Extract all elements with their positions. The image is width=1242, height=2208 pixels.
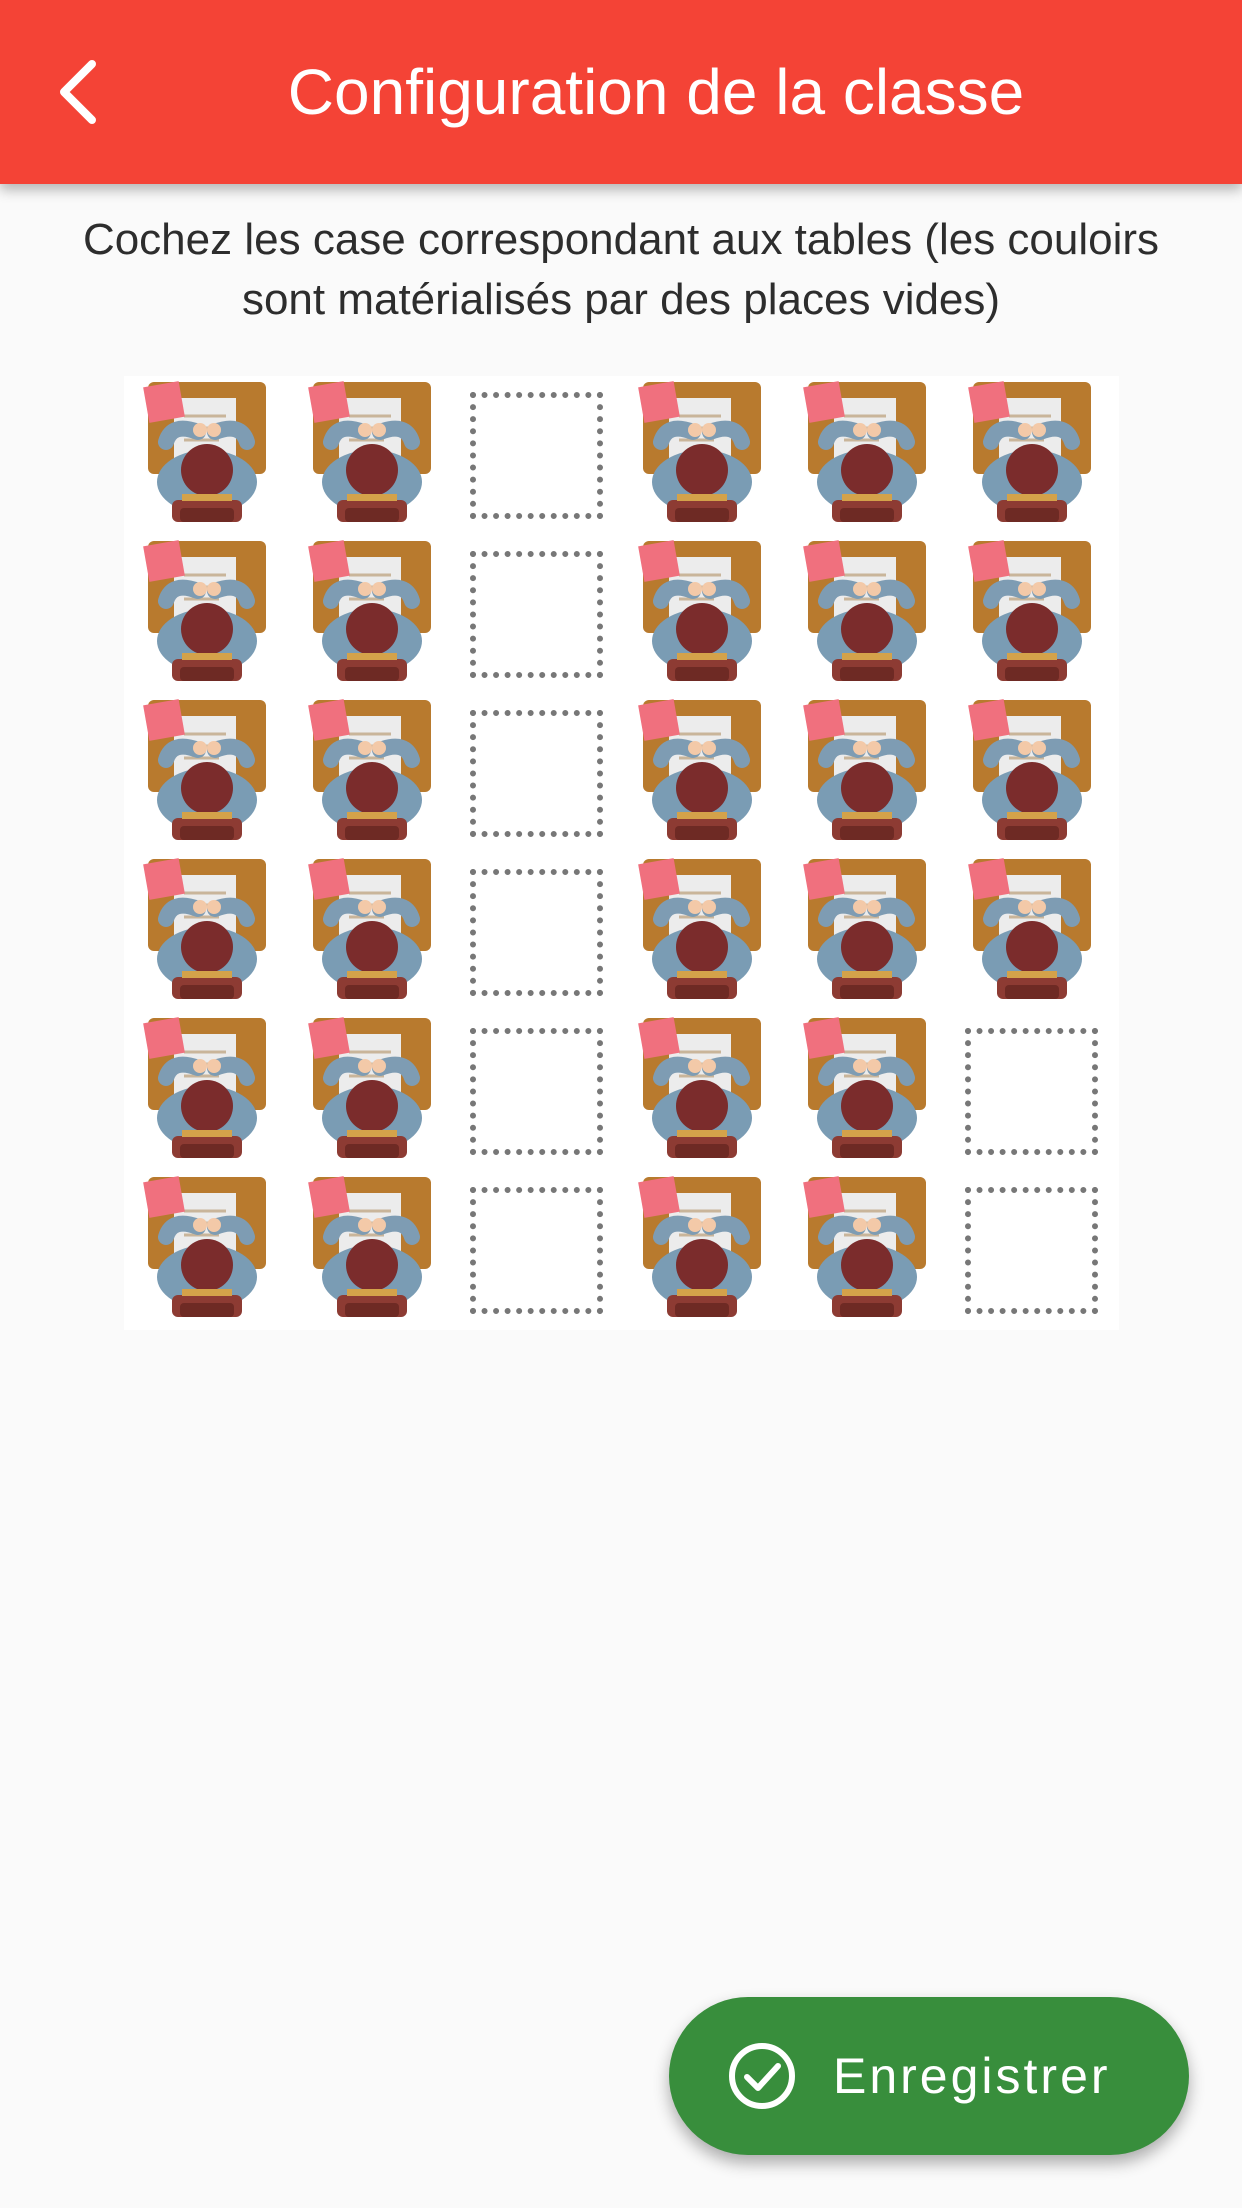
seat-cell-desk[interactable] <box>784 853 949 1012</box>
save-button-label: Enregistrer <box>833 2048 1111 2104</box>
empty-slot-icon <box>965 1028 1098 1155</box>
seat-cell-desk[interactable] <box>124 535 289 694</box>
save-button[interactable]: Enregistrer <box>669 1997 1189 2155</box>
student-desk-icon <box>619 694 784 853</box>
seat-cell-empty[interactable] <box>454 1171 619 1330</box>
student-desk-icon <box>124 1171 289 1330</box>
student-desk-icon <box>124 853 289 1012</box>
seat-cell-desk[interactable] <box>124 1171 289 1330</box>
empty-slot-icon <box>470 869 603 996</box>
student-desk-icon <box>289 1012 454 1171</box>
instructions-text: Cochez les case correspondant aux tables… <box>82 215 1160 324</box>
seat-cell-desk[interactable] <box>784 376 949 535</box>
check-circle-icon <box>727 2041 797 2111</box>
seat-cell-desk[interactable] <box>124 376 289 535</box>
seat-cell-desk[interactable] <box>289 694 454 853</box>
seat-cell-desk[interactable] <box>949 853 1114 1012</box>
student-desk-icon <box>784 694 949 853</box>
seat-cell-desk[interactable] <box>619 694 784 853</box>
empty-slot-icon <box>470 1187 603 1314</box>
empty-slot-icon <box>965 1187 1098 1314</box>
student-desk-icon <box>784 535 949 694</box>
student-desk-icon <box>289 535 454 694</box>
seat-cell-desk[interactable] <box>619 376 784 535</box>
student-desk-icon <box>619 853 784 1012</box>
student-desk-icon <box>619 535 784 694</box>
student-desk-icon <box>784 1012 949 1171</box>
student-desk-icon <box>124 1012 289 1171</box>
student-desk-icon <box>949 535 1114 694</box>
seat-cell-desk[interactable] <box>949 376 1114 535</box>
student-desk-icon <box>289 376 454 535</box>
empty-slot-icon <box>470 392 603 519</box>
student-desk-icon <box>784 853 949 1012</box>
seat-cell-empty[interactable] <box>454 694 619 853</box>
seat-cell-desk[interactable] <box>619 1171 784 1330</box>
page-title: Configuration de la classe <box>287 56 1025 128</box>
seat-cell-desk[interactable] <box>619 535 784 694</box>
seat-cell-empty[interactable] <box>454 376 619 535</box>
seat-cell-desk[interactable] <box>949 694 1114 853</box>
student-desk-icon <box>949 694 1114 853</box>
seat-cell-empty[interactable] <box>454 535 619 694</box>
chevron-left-icon <box>60 60 96 124</box>
seat-cell-desk[interactable] <box>124 1012 289 1171</box>
seat-cell-empty[interactable] <box>949 1012 1114 1171</box>
seat-cell-desk[interactable] <box>289 853 454 1012</box>
empty-slot-icon <box>470 1028 603 1155</box>
student-desk-icon <box>784 376 949 535</box>
student-desk-icon <box>124 535 289 694</box>
empty-slot-icon <box>470 551 603 678</box>
seat-cell-desk[interactable] <box>619 853 784 1012</box>
student-desk-icon <box>124 694 289 853</box>
seat-cell-desk[interactable] <box>784 1012 949 1171</box>
seat-cell-desk[interactable] <box>289 376 454 535</box>
seat-cell-desk[interactable] <box>289 535 454 694</box>
seat-cell-empty[interactable] <box>949 1171 1114 1330</box>
seat-cell-desk[interactable] <box>124 853 289 1012</box>
student-desk-icon <box>949 853 1114 1012</box>
student-desk-icon <box>784 1171 949 1330</box>
seat-cell-desk[interactable] <box>289 1171 454 1330</box>
seat-cell-empty[interactable] <box>454 1012 619 1171</box>
student-desk-icon <box>124 376 289 535</box>
student-desk-icon <box>619 376 784 535</box>
seat-cell-desk[interactable] <box>784 1171 949 1330</box>
empty-slot-icon <box>470 710 603 837</box>
student-desk-icon <box>619 1012 784 1171</box>
seat-grid <box>124 376 1119 1330</box>
seat-cell-desk[interactable] <box>619 1012 784 1171</box>
student-desk-icon <box>289 853 454 1012</box>
student-desk-icon <box>619 1171 784 1330</box>
seat-cell-desk[interactable] <box>289 1012 454 1171</box>
student-desk-icon <box>949 376 1114 535</box>
app-bar: Configuration de la classe <box>0 0 1242 184</box>
student-desk-icon <box>289 694 454 853</box>
student-desk-icon <box>289 1171 454 1330</box>
seat-cell-empty[interactable] <box>454 853 619 1012</box>
back-button[interactable] <box>30 44 126 140</box>
seat-cell-desk[interactable] <box>784 535 949 694</box>
seat-cell-desk[interactable] <box>784 694 949 853</box>
seat-cell-desk[interactable] <box>949 535 1114 694</box>
seat-cell-desk[interactable] <box>124 694 289 853</box>
